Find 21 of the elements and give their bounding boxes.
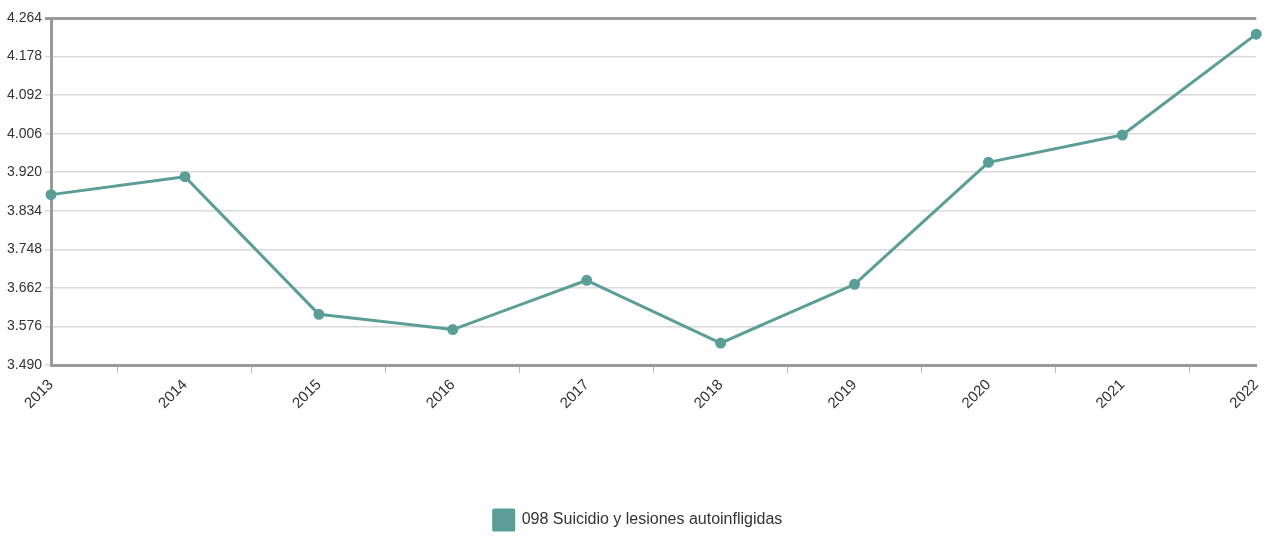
point [1116,129,1128,141]
point [982,156,994,168]
point [313,308,325,320]
y-tick-label: 4.178 [6,47,43,64]
y-tick-label: 4.092 [6,85,43,102]
y-tick-label: 3.662 [6,278,43,295]
legend-label: 098 Suicidio y lesiones autoinfligidas [521,510,783,528]
point [1250,28,1262,40]
y-tick-label: 3.748 [6,240,43,257]
y-tick-label: 3.920 [6,163,43,180]
point [849,278,861,290]
point [447,324,459,336]
y-tick-label: 3.576 [6,317,43,334]
point [715,337,727,349]
point [179,171,191,183]
y-tick-label: 3.834 [6,201,43,218]
y-tick-label: 4.006 [6,124,43,141]
y-tick-label: 4.264 [6,8,43,25]
point [45,189,57,201]
point [581,274,593,286]
y-tick-label: 3.490 [6,355,43,372]
